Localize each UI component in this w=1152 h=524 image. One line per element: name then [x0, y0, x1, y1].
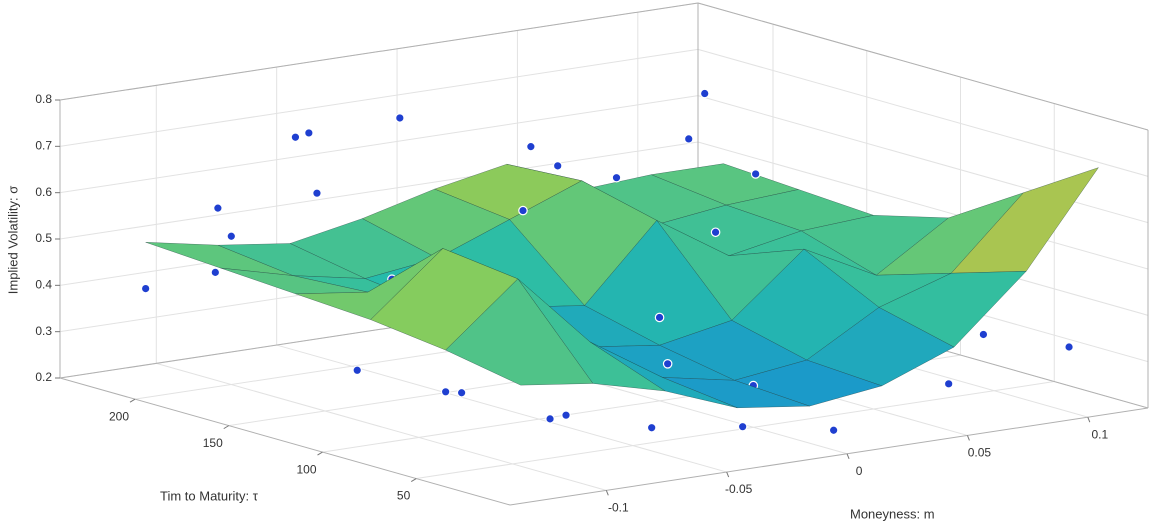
m-tick [726, 471, 730, 478]
z-tick-label: 0.4 [35, 278, 52, 292]
scatter-point [140, 283, 151, 294]
grid-line [697, 141, 1149, 270]
m-tick-label: -0.05 [725, 482, 753, 496]
scatter-point [611, 172, 622, 183]
t-tick-label: 200 [109, 409, 129, 423]
scatter-point [943, 379, 954, 389]
z-tick-label: 0.3 [35, 324, 52, 338]
m-tick-label: 0.1 [1091, 427, 1108, 441]
scatter-point [312, 188, 322, 198]
scatter-point [213, 203, 223, 213]
scatter-point [1064, 342, 1074, 352]
scatter-point [290, 132, 301, 143]
m-tick [605, 490, 609, 496]
m-tick [966, 435, 970, 441]
scatter-point [545, 414, 555, 424]
t-tick [317, 451, 323, 456]
z-axis-label: Implied Volatility: σ [5, 186, 20, 294]
grid-line [59, 48, 699, 147]
labels: 0.2 0.3 0.4 0.5 0.6 0.7 0.8 50 100 150 200 -0.1 -0.0… [35, 92, 1108, 514]
scatter-point [710, 227, 721, 238]
grid-line [59, 141, 699, 240]
m-axis-label: Moneyness: m [850, 506, 935, 521]
scatter-point [440, 386, 451, 397]
scatter-point [561, 410, 571, 420]
scatter-point [654, 312, 665, 323]
grid-line [697, 48, 1149, 177]
grid-line [416, 381, 1055, 480]
t-tick [129, 398, 136, 403]
z-tick-label: 0.6 [35, 185, 52, 199]
scatter-point [662, 359, 673, 369]
z-tick-label: 0.8 [35, 92, 52, 106]
m-tick-label: -0.1 [608, 501, 629, 515]
surface-patch [445, 278, 594, 386]
scatter-point [683, 134, 694, 144]
scatter-point [828, 425, 839, 436]
t-tick-label: 50 [397, 489, 411, 503]
t-tick-label: 150 [203, 436, 223, 450]
m-tick [846, 453, 850, 459]
scatter-point [456, 387, 467, 398]
box-edge [59, 2, 699, 101]
scatter-point [395, 113, 405, 123]
z-tick-label: 0.5 [35, 231, 52, 245]
scatter-point [646, 422, 657, 433]
scatter-point [750, 169, 761, 179]
scatter-point [304, 128, 314, 138]
box-edge [509, 407, 1149, 506]
scatter-point [552, 161, 563, 171]
scatter-point [978, 329, 989, 340]
m-tick [1087, 416, 1091, 423]
t-axis-label: Tim to Maturity: τ [160, 488, 259, 503]
scatter-point [518, 205, 528, 216]
scatter-point [699, 88, 710, 99]
z-tick-label: 0.7 [35, 139, 52, 153]
z-tick-label: 0.2 [35, 370, 52, 384]
plot-area [140, 88, 1100, 436]
t-tick-label: 100 [296, 462, 316, 476]
scatter-point [352, 365, 363, 376]
m-tick-label: 0 [856, 464, 863, 478]
t-tick [410, 478, 417, 482]
scatter-point [210, 267, 221, 278]
scatter-point [226, 231, 237, 242]
scatter-point [737, 421, 748, 432]
grid-line [59, 95, 699, 194]
scatter-point [526, 141, 536, 152]
m-tick-label: 0.05 [968, 446, 992, 460]
box-edge [697, 2, 1149, 131]
t-tick [223, 425, 230, 430]
